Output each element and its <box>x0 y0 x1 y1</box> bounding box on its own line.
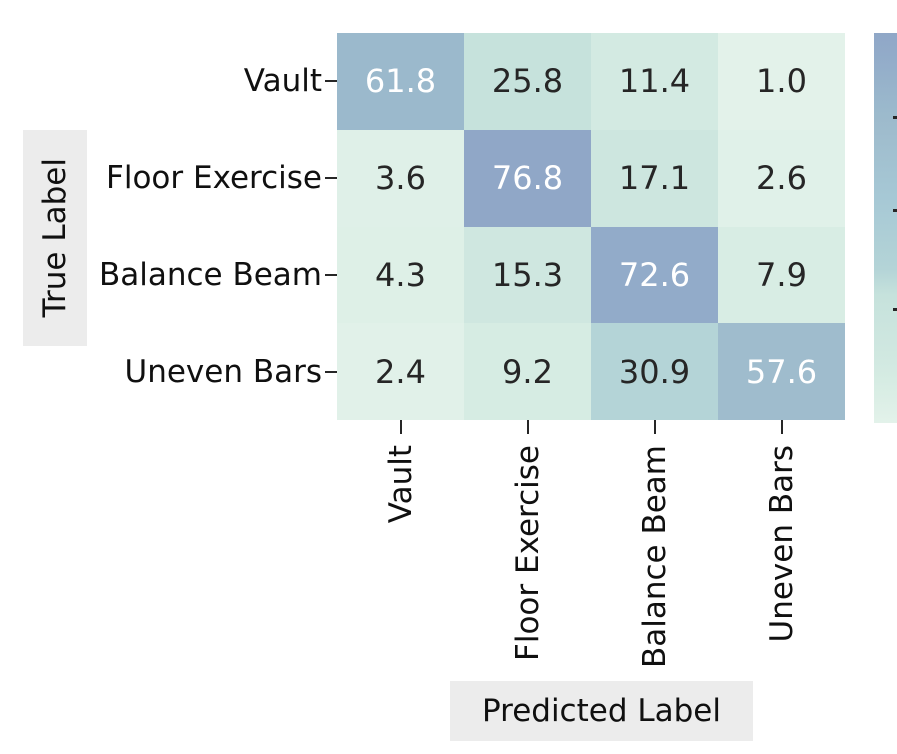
cell-value: 4.3 <box>375 255 426 294</box>
cell-value: 3.6 <box>375 159 426 198</box>
x-axis-label-box: Predicted Label <box>450 681 753 741</box>
cell-value: 17.1 <box>618 159 691 198</box>
heatmap-cell: 9.2 <box>464 323 591 420</box>
cell-value: 76.8 <box>491 159 564 198</box>
y-axis-tick <box>325 371 337 373</box>
heatmap-cell: 61.8 <box>337 33 464 130</box>
x-tick-label: Vault <box>382 445 419 524</box>
cell-value: 61.8 <box>364 62 437 101</box>
heatmap-cell: 25.8 <box>464 33 591 130</box>
colorbar-tick <box>893 308 897 312</box>
cell-value: 2.6 <box>756 159 807 198</box>
x-axis-tick <box>780 420 783 434</box>
heatmap-cell: 57.6 <box>718 323 845 420</box>
cell-value: 72.6 <box>618 255 691 294</box>
x-tick-label: Floor Exercise <box>509 445 546 661</box>
colorbar-tick <box>893 115 897 119</box>
x-axis-tick <box>526 420 529 434</box>
cell-value: 7.9 <box>756 255 807 294</box>
colorbar <box>874 33 897 423</box>
x-axis-tick <box>653 420 656 434</box>
y-tick-label: Balance Beam <box>98 257 322 293</box>
y-axis-tick <box>325 274 337 276</box>
y-tick-label: Vault <box>243 63 322 99</box>
y-axis-tick <box>325 80 337 82</box>
y-tick-label: Uneven Bars <box>124 354 323 390</box>
y-axis-label-box: True Label <box>23 130 87 346</box>
heatmap-cell: 2.6 <box>718 129 845 227</box>
cell-value: 15.3 <box>491 255 564 294</box>
heatmap-cell: 30.9 <box>591 323 718 420</box>
heatmap-cell: 4.3 <box>337 226 464 324</box>
x-axis-label: Predicted Label <box>481 693 721 729</box>
heatmap-cell: 2.4 <box>337 323 464 420</box>
cell-value: 30.9 <box>618 352 691 391</box>
y-tick-label: Floor Exercise <box>106 160 322 196</box>
cell-value: 11.4 <box>618 62 691 101</box>
cell-value: 57.6 <box>745 352 818 391</box>
heatmap-cell: 7.9 <box>718 226 845 324</box>
x-tick-label: Uneven Bars <box>763 445 800 643</box>
heatmap-cell: 15.3 <box>464 226 591 324</box>
heatmap-grid: 61.8 25.8 11.4 1.0 3.6 76.8 17.1 2.6 4.3 15.3 72.6… <box>337 33 845 420</box>
heatmap-cell: 17.1 <box>591 129 718 227</box>
cell-value: 25.8 <box>491 62 564 101</box>
cell-value: 1.0 <box>756 62 807 101</box>
colorbar-tick <box>893 208 897 212</box>
x-axis-tick <box>399 420 402 434</box>
cell-value: 9.2 <box>502 352 553 391</box>
cell-value: 2.4 <box>375 352 426 391</box>
x-tick-label: Balance Beam <box>636 445 673 669</box>
heatmap-cell: 1.0 <box>718 33 845 130</box>
heatmap-cell: 11.4 <box>591 33 718 130</box>
heatmap-cell: 3.6 <box>337 129 464 227</box>
heatmap-cell: 76.8 <box>464 129 591 227</box>
heatmap-cell: 72.6 <box>591 226 718 324</box>
y-axis-tick <box>325 177 337 179</box>
